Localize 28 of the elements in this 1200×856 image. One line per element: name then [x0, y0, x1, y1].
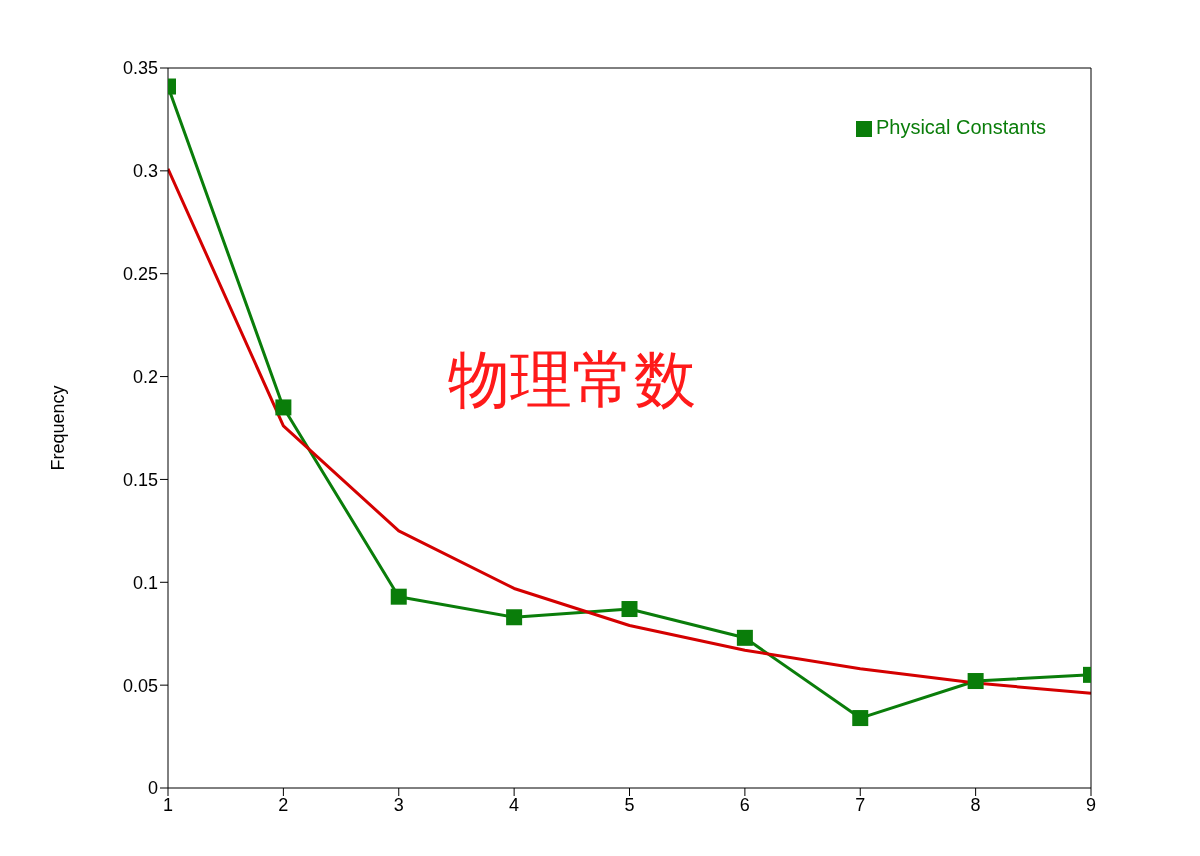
y-tick-label: 0.35: [122, 58, 158, 79]
y-tick-label: 0.2: [132, 366, 158, 387]
point: [275, 399, 292, 416]
y-tick-label: 0: [147, 778, 158, 799]
x-tick-label: 2: [278, 794, 289, 815]
y-axis-title: Frequency: [48, 385, 69, 471]
x-tick-label: 8: [970, 794, 981, 815]
x-tick-label: 4: [509, 794, 520, 815]
point: [390, 588, 407, 605]
y-tick-label: 0.1: [132, 572, 158, 593]
point: [967, 673, 984, 690]
y-tick-label: 0.3: [132, 161, 158, 182]
x-tick-label: 7: [855, 794, 866, 815]
x-tick-label: 5: [624, 794, 635, 815]
x-tick-label: 9: [1085, 794, 1097, 815]
x-tick-label: 6: [739, 794, 750, 815]
point: [621, 601, 638, 618]
point: [852, 710, 869, 727]
point: [736, 629, 753, 646]
legend-label: Physical Constants: [875, 116, 1046, 138]
y-tick-label: 0.15: [122, 469, 158, 490]
point: [506, 609, 523, 626]
annotation: 物理常数: [448, 342, 696, 418]
line-series: [168, 167, 1091, 695]
x-tick-label: 1: [162, 794, 174, 815]
x-tick-label: 3: [393, 794, 404, 815]
y-tick-label: 0.25: [122, 264, 158, 285]
y-tick-label: 0.05: [122, 675, 158, 696]
